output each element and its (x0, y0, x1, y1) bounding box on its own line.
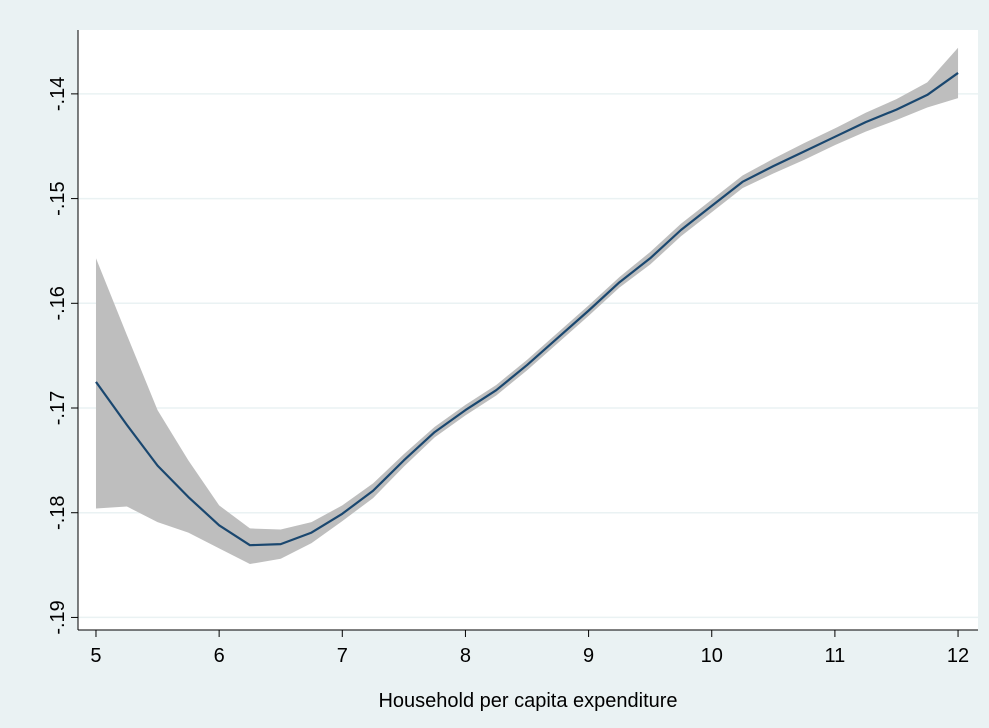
x-tick-label: 11 (825, 645, 846, 667)
y-tick-label: -.18 (47, 495, 69, 529)
x-tick-label: 10 (701, 645, 723, 667)
x-tick-label: 7 (337, 645, 348, 667)
grid (78, 93, 978, 619)
x-tick-label: 5 (90, 645, 101, 667)
axes: -.19 -.18 -.17 -.16 -.15 -.14 5 6 7 8 9 10 11 12 (47, 30, 978, 667)
x-tick-label: 12 (947, 645, 969, 667)
x-tick-label: 8 (460, 645, 471, 667)
x-axis-label: Household per capita expenditure (378, 690, 677, 712)
marks (95, 47, 959, 565)
y-tick-label: -.15 (47, 181, 69, 215)
y-tick-label: -.19 (47, 600, 69, 634)
y-tick-label: -.16 (47, 286, 69, 320)
x-tick-label: 6 (214, 645, 225, 667)
line (95, 72, 959, 547)
x-tick-label: 9 (583, 645, 594, 667)
y-tick-label: -.17 (47, 391, 69, 425)
confidence-band (95, 47, 959, 565)
y-tick-label: -.14 (47, 77, 69, 111)
